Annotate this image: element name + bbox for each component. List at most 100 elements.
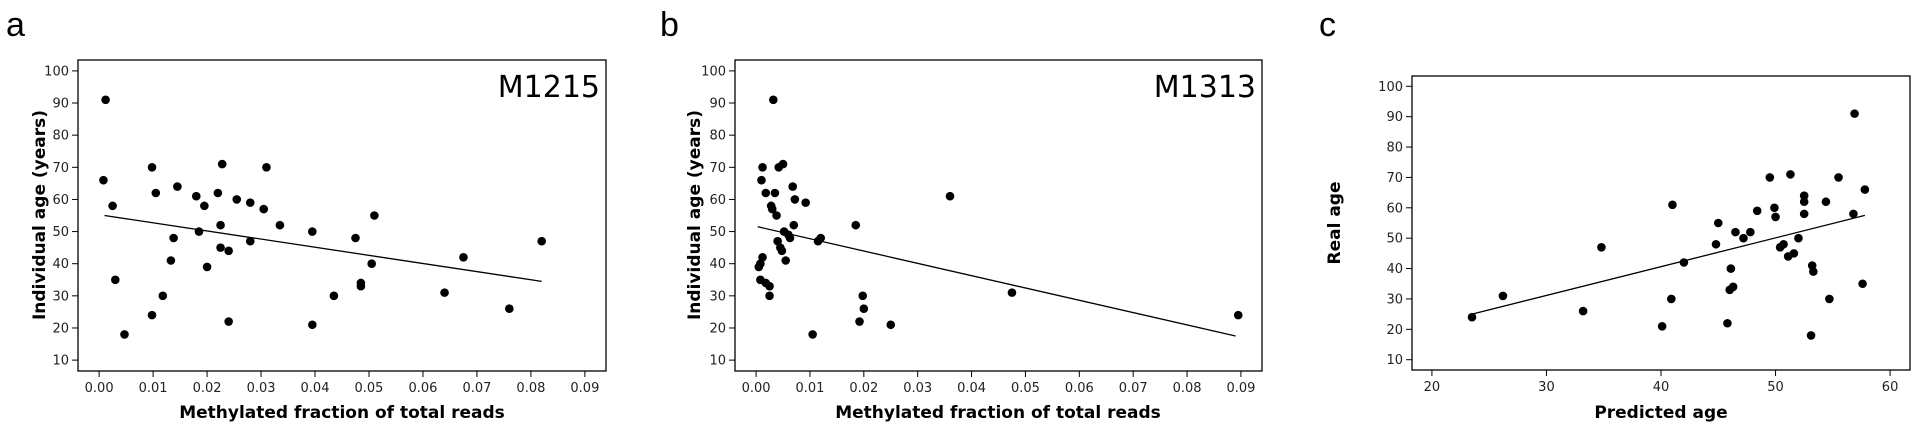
data-point [765,291,774,301]
x-axis-label: Predicted age [1594,403,1727,423]
y-tick-label: 80 [1386,141,1403,156]
data-point [537,236,547,246]
data-point [758,252,767,262]
y-tick-label: 60 [1386,201,1403,216]
y-tick-label: 70 [1386,171,1403,186]
ticks-group: 0.00 0.01 0.02 0.03 0.04 0.05 0.06 0.07 0.08 0.09… [701,64,1255,396]
data-point [758,162,767,172]
data-point [120,330,129,339]
data-point [329,291,339,301]
data-point [147,310,157,320]
data-point [259,204,269,214]
data-point [773,236,782,246]
y-tick-label: 30 [52,289,69,304]
data-point [1849,209,1858,219]
scatter-points [754,95,1243,339]
data-point [308,227,317,236]
data-point [858,291,868,301]
data-point [1834,173,1843,182]
y-tick-label: 80 [709,129,726,144]
data-point [1723,318,1732,328]
data-point [1679,258,1689,267]
y-tick-label: 100 [701,64,726,79]
data-point [262,162,271,172]
data-point [217,159,227,169]
data-point [1739,233,1748,243]
data-point [1809,267,1818,276]
x-tick-label: 0.02 [193,381,222,396]
data-point [1578,306,1588,316]
x-tick-label: 0.03 [903,381,932,396]
data-point [245,236,255,246]
data-point [216,220,225,230]
data-point [757,175,766,185]
x-tick-label: 50 [1767,380,1784,395]
data-point [772,211,781,220]
data-point [245,198,255,207]
data-point [191,191,201,201]
data-point [216,243,225,252]
data-point [169,233,178,243]
data-point [1668,200,1677,210]
x-tick-label: 0.08 [516,381,545,396]
data-point [1713,218,1723,228]
data-point [158,291,168,301]
x-tick-label: 0.01 [795,381,824,396]
data-point [1752,206,1762,216]
x-tick-label: 0.00 [85,381,114,396]
x-tick-label: 0.02 [849,381,878,396]
x-axis-label: Methylated fraction of total reads [179,403,505,423]
y-tick-label: 40 [52,257,69,272]
data-point [1726,264,1736,273]
data-point [1799,191,1809,200]
x-tick-label: 0.05 [355,381,384,396]
x-tick-label: 0.07 [462,381,491,396]
data-point [808,330,817,339]
data-point [1789,249,1799,258]
y-tick-label: 100 [44,64,69,79]
data-point [777,246,787,256]
data-point [1825,294,1834,304]
data-point [173,182,182,191]
data-point [275,220,285,230]
data-point [1746,227,1755,237]
y-tick-label: 10 [1386,353,1403,368]
data-point [108,201,117,211]
y-tick-label: 70 [709,161,726,176]
x-tick-label: 0.06 [1065,381,1094,396]
x-axis-label: Methylated fraction of total reads [835,403,1161,423]
data-point [200,201,209,211]
data-point [769,95,778,105]
y-tick-label: 90 [52,97,69,112]
data-point [1711,239,1721,249]
data-point [855,317,864,326]
data-point [1731,227,1740,237]
data-point [945,191,955,201]
panel-letter-a: a [6,6,25,44]
y-tick-label: 50 [709,225,726,240]
data-point [1794,233,1803,243]
data-point [767,204,777,214]
y-tick-label: 40 [1386,262,1403,277]
data-point [1779,239,1788,249]
y-axis-label: Real age [1325,181,1345,264]
data-point [1860,185,1870,194]
data-point [166,256,176,265]
panel-letter-c: c [1319,6,1336,44]
x-tick-label: 0.03 [247,381,276,396]
data-point [1467,312,1477,322]
data-point [1597,243,1606,252]
data-point [1771,212,1780,222]
data-point [194,227,204,236]
plot-annotation: M1215 [498,70,600,105]
data-point [1858,279,1867,289]
x-tick-label: 0.00 [742,381,771,396]
plot-frame [734,59,1263,372]
panel-c: c Predicted age Real age 20 30 40 50 60 10 20 3… [1319,6,1911,423]
data-point [459,252,468,262]
data-point [99,175,108,185]
data-point [224,317,233,326]
x-tick-label: 0.06 [408,381,437,396]
x-tick-label: 0.09 [570,381,599,396]
data-point [1799,197,1809,207]
